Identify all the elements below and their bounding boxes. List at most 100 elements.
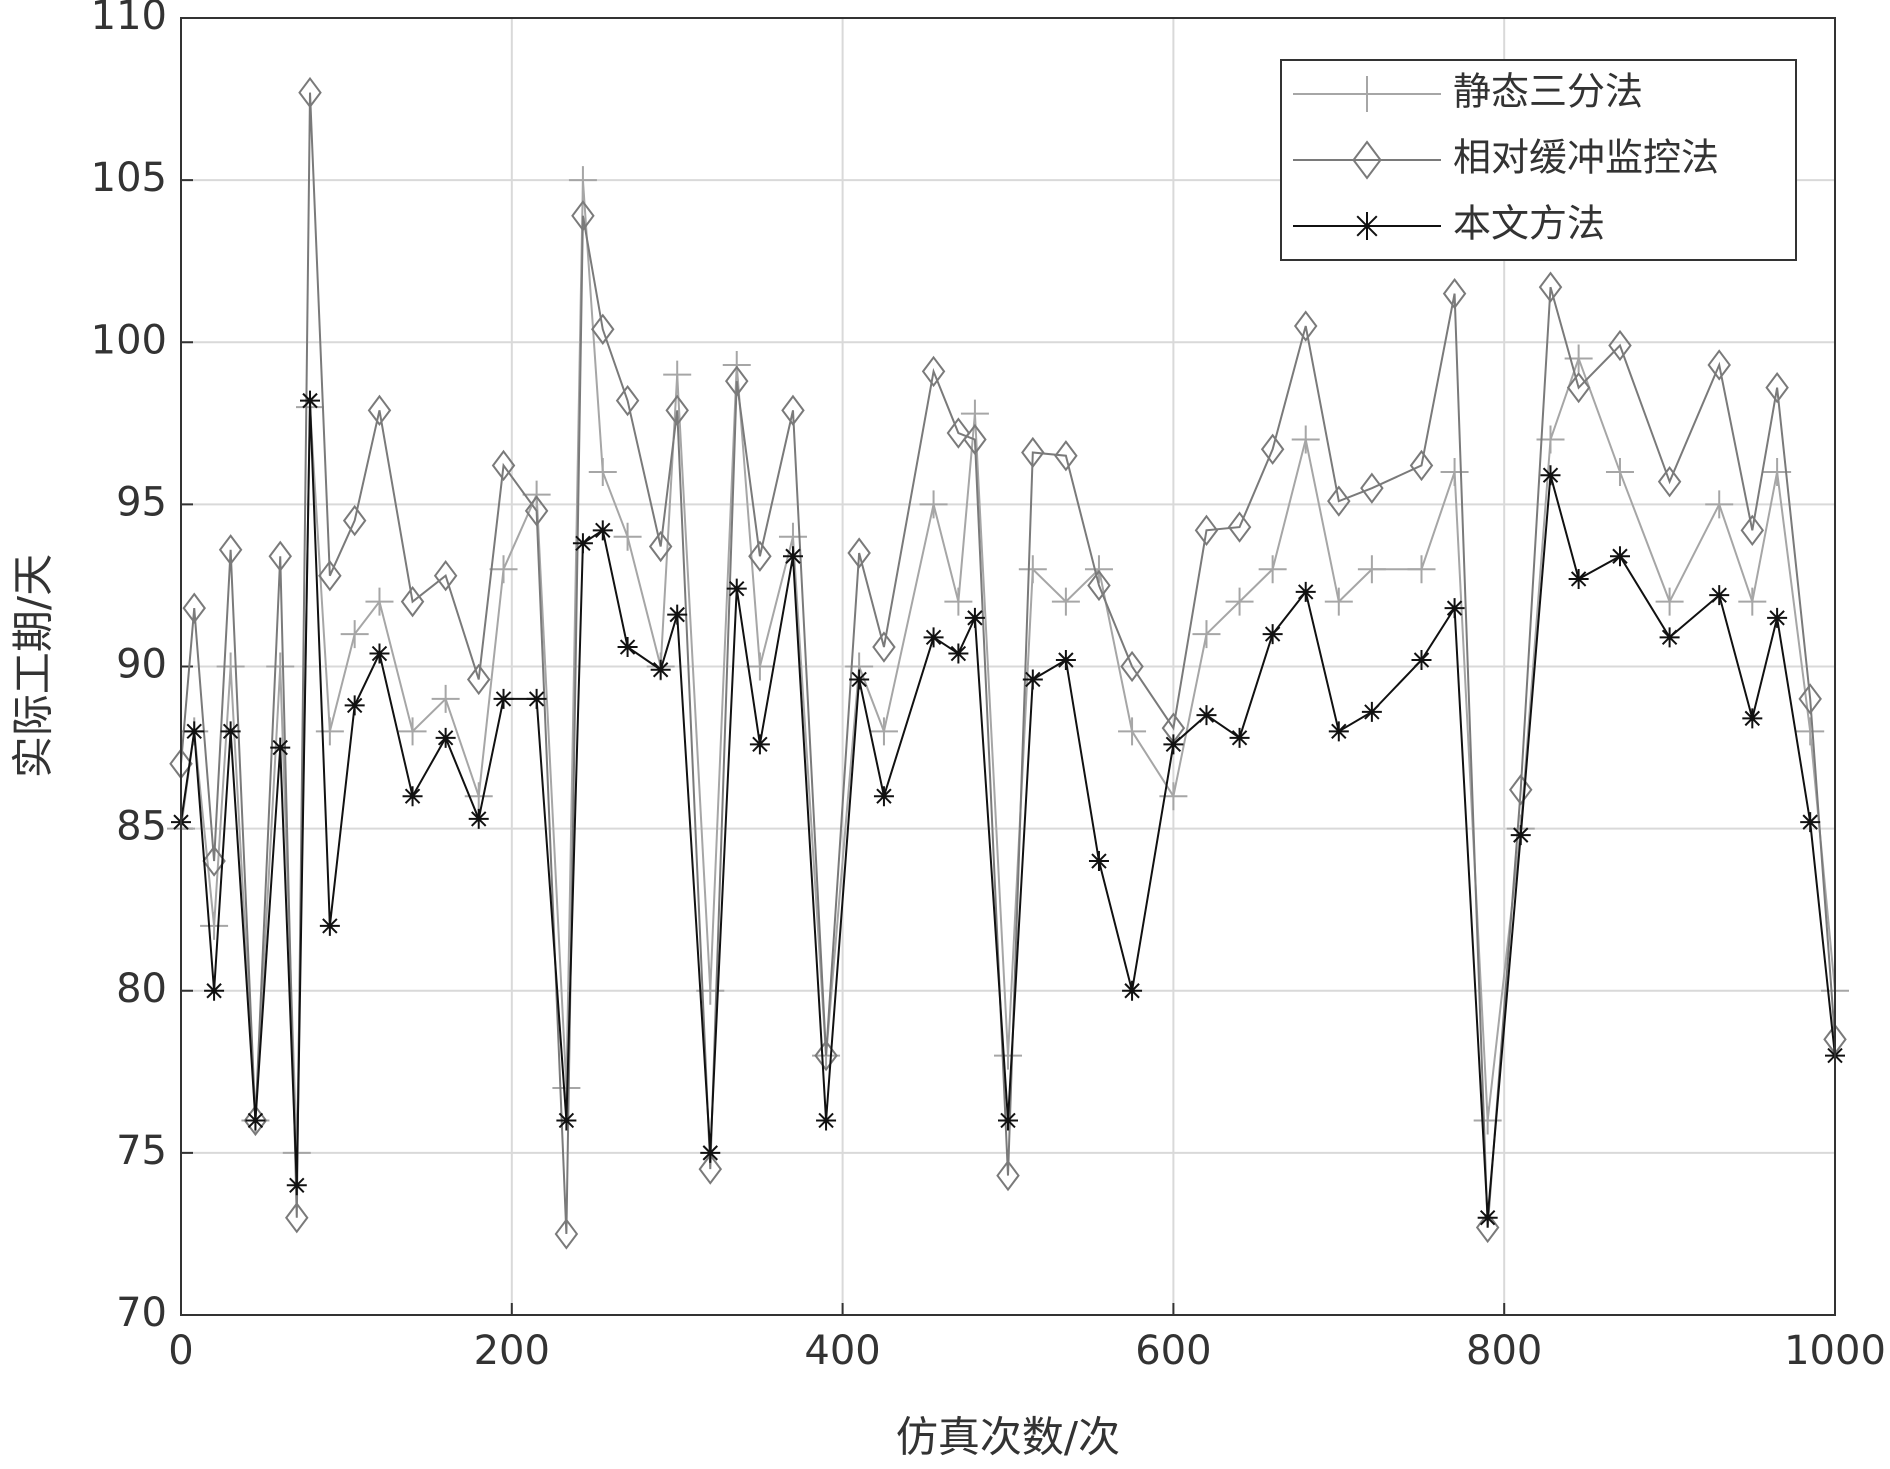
data-marker: [319, 915, 340, 936]
data-marker: [872, 631, 896, 663]
data-marker: [1444, 598, 1465, 619]
x-axis-label: 仿真次数/次: [896, 1413, 1120, 1462]
data-marker: [1084, 555, 1113, 584]
data-marker: [1087, 569, 1111, 602]
data-marker: [554, 1218, 579, 1250]
data-marker: [200, 911, 229, 940]
data-marker: [286, 1175, 307, 1196]
data-marker: [300, 390, 321, 411]
data-marker: [1705, 490, 1734, 519]
data-marker: [873, 786, 894, 807]
data-marker: [184, 721, 205, 742]
data-marker: [182, 592, 206, 624]
data-marker: [749, 734, 770, 755]
data-marker: [960, 399, 989, 428]
data-marker: [613, 522, 642, 551]
y-tick-label: 95: [116, 479, 167, 525]
data-marker: [1540, 465, 1561, 486]
data-marker: [964, 607, 985, 628]
data-marker: [491, 449, 516, 482]
data-marker: [318, 560, 342, 592]
data-marker: [1800, 812, 1821, 833]
data-marker: [591, 313, 615, 345]
y-tick-label: 75: [116, 1128, 167, 1174]
legend-label: 静态三分法: [1453, 70, 1643, 114]
data-marker: [466, 663, 491, 696]
data-marker: [1055, 650, 1076, 671]
data-marker: [1192, 620, 1221, 649]
data-marker: [270, 737, 291, 758]
data-marker: [722, 350, 751, 379]
data-marker: [1538, 271, 1563, 303]
y-axis-label: 实际工期/天: [9, 554, 58, 778]
series-line: [180, 92, 1836, 1234]
data-marker: [556, 1110, 577, 1131]
data-marker: [493, 688, 514, 709]
data-marker: [1021, 436, 1045, 469]
data-marker: [1194, 514, 1219, 546]
data-marker: [340, 620, 369, 649]
data-marker: [268, 540, 292, 572]
data-marker: [315, 717, 344, 746]
data-marker: [849, 669, 870, 690]
data-marker: [1291, 425, 1320, 454]
data-marker: [1707, 349, 1731, 381]
data-marker: [847, 537, 871, 569]
data-marker: [1740, 514, 1765, 546]
data-marker: [1196, 705, 1217, 726]
data-marker: [1738, 587, 1767, 616]
data-marker: [1328, 721, 1349, 742]
data-marker: [526, 688, 547, 709]
data-marker: [1659, 627, 1680, 648]
data-marker: [400, 585, 425, 618]
data-marker: [748, 540, 772, 572]
data-marker: [571, 200, 595, 232]
data-marker: [663, 360, 692, 389]
data-marker: [869, 717, 898, 746]
data-marker: [342, 504, 367, 537]
data-marker: [1260, 433, 1285, 465]
data-marker: [1411, 650, 1432, 671]
data-marker: [1262, 624, 1283, 645]
data-marker: [204, 980, 225, 1001]
y-tick-label: 85: [116, 804, 167, 850]
data-marker: [994, 1041, 1022, 1070]
data-marker: [1767, 607, 1788, 628]
legend-label: 相对缓冲监控法: [1453, 136, 1719, 180]
data-marker: [245, 1110, 266, 1131]
data-marker: [1229, 727, 1250, 748]
data-marker: [1796, 717, 1825, 746]
y-tick-label: 100: [91, 317, 167, 363]
data-marker: [1120, 650, 1144, 683]
data-marker: [665, 394, 689, 427]
y-tick-label: 70: [116, 1290, 167, 1336]
data-marker: [996, 1159, 1020, 1192]
data-marker: [266, 652, 295, 681]
data-marker: [1295, 581, 1316, 602]
series: [171, 390, 1845, 1228]
data-marker: [367, 394, 392, 427]
data-marker: [648, 530, 673, 563]
data-marker: [202, 845, 226, 877]
data-marker: [588, 457, 617, 486]
data-marker: [1442, 277, 1467, 310]
data-marker: [781, 394, 805, 427]
data-marker: [944, 587, 973, 616]
data-marker: [1508, 774, 1533, 806]
data-marker: [431, 684, 460, 713]
data-marker: [1510, 825, 1531, 846]
data-marker: [1475, 1211, 1500, 1244]
data-marker: [218, 534, 243, 566]
y-tick-label: 105: [91, 155, 167, 201]
data-marker: [1054, 440, 1078, 472]
plot-frame: [180, 17, 1836, 1316]
x-tick-label: 600: [1135, 1328, 1211, 1374]
data-marker: [216, 652, 245, 681]
series: [169, 76, 1847, 1250]
y-tick-label: 90: [116, 642, 167, 688]
data-marker: [724, 365, 749, 397]
legend-marker: [1349, 76, 1385, 112]
data-marker: [1605, 457, 1634, 486]
x-tick-label: 400: [804, 1328, 880, 1374]
data-marker: [243, 1104, 268, 1137]
